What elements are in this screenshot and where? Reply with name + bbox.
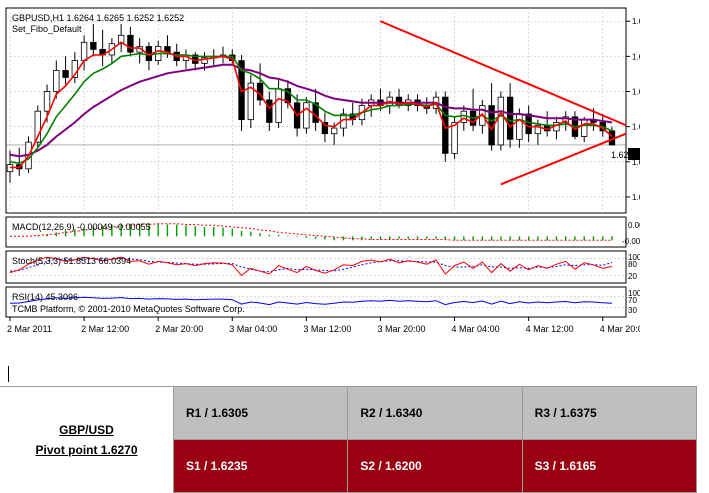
time-tick-label: 4 Mar 04:00: [452, 324, 500, 334]
stoch-label: Stoch(5,3,3) 51.8513 66.0394: [12, 256, 131, 266]
candle-body: [330, 127, 338, 135]
candle-body: [90, 41, 97, 50]
macd-tick-bottom: -0.00106: [622, 237, 640, 246]
candle-body: [516, 113, 523, 140]
stoch-tick-20: 20: [628, 272, 637, 281]
support-1: S1 / 1.6235: [172, 439, 349, 493]
moving-averages: [9, 41, 613, 169]
candle-body: [62, 70, 69, 78]
price-tick-label: 1.6240: [632, 158, 640, 167]
candle-body: [53, 70, 60, 92]
price-tick-label: 1.6290: [632, 88, 640, 97]
resistance-3: R3 / 1.6375: [521, 386, 698, 440]
macd-signal-line: [10, 223, 612, 241]
candle-body: [43, 91, 51, 112]
rsi-tick-100: 100: [628, 289, 640, 298]
current-price-label: 1.6252: [611, 150, 639, 160]
support-2: S2 / 1.6200: [347, 439, 523, 493]
price-axis: 1.6340 1.6315 1.6290 1.6265 1.6240 1.6215: [626, 17, 640, 202]
price-tick-label: 1.6215: [632, 193, 640, 202]
macd-tick-top: 0.002: [628, 221, 640, 230]
macd-label: MACD(12,26,9) -0.00049 -0.00055: [12, 222, 151, 232]
time-tick-label: 2 Mar 2011: [7, 324, 52, 334]
chart-svg: 1.6340 1.6315 1.6290 1.6265 1.6240 1.6215 GBP…: [5, 7, 640, 334]
time-tick-label: 3 Mar 04:00: [229, 324, 277, 334]
time-tick-label: 4 Mar 20:00: [600, 324, 640, 334]
time-axis: 2 Mar 2011 2 Mar 12:00 2 Mar 20:00 3 Mar 04…: [7, 317, 640, 334]
rsi-tick-30: 30: [628, 306, 637, 315]
macd-series: [10, 223, 613, 241]
pair-cell: GBP/USD Pivot point 1.6270: [0, 386, 174, 493]
footer-label: TCMB Platform, © 2001-2010 MetaQuotes So…: [12, 304, 245, 314]
time-tick-label: 2 Mar 12:00: [81, 324, 129, 334]
upper-trendline: [380, 20, 627, 127]
indicator-label: Set_Fibo_Default: [12, 24, 82, 34]
candles: [6, 24, 616, 183]
ema-fast-line: [10, 41, 613, 169]
stoch-d-line: [9, 258, 613, 273]
time-tick-label: 3 Mar 12:00: [303, 324, 351, 334]
candle-body: [266, 99, 273, 123]
price-tick-label: 1.6340: [632, 17, 640, 26]
trendlines: [380, 20, 627, 186]
pivot-point-label: Pivot point 1.6270: [35, 442, 138, 457]
lower-trendline: [500, 132, 627, 186]
candle-body: [442, 96, 449, 154]
pair-label: GBP/USD: [59, 422, 114, 437]
text-cursor: [8, 366, 9, 382]
time-tick-label: 3 Mar 20:00: [377, 324, 425, 334]
candle-body: [34, 110, 41, 143]
candle-body: [247, 82, 254, 121]
candle-body: [117, 34, 125, 45]
stoch-panel-frame: [5, 250, 627, 284]
candle-body: [80, 41, 88, 62]
rsi-line: [9, 296, 613, 306]
time-tick-label: 2 Mar 20:00: [155, 324, 203, 334]
stoch-k-line: [9, 256, 613, 277]
rsi-label: RSI(14) 45.3096: [12, 292, 78, 302]
price-tick-label: 1.6265: [632, 123, 640, 132]
resistance-1: R1 / 1.6305: [172, 386, 349, 440]
time-tick-label: 4 Mar 12:00: [526, 324, 574, 334]
resistance-2: R2 / 1.6340: [347, 386, 523, 440]
rsi-series: [6, 296, 626, 308]
candle-body: [451, 122, 458, 154]
stoch-tick-100: 100: [628, 253, 640, 262]
candle-body: [506, 96, 514, 140]
candle-body: [303, 102, 310, 129]
candle-body: [497, 96, 505, 146]
support-row: S1 / 1.6235 S2 / 1.6200 S3 / 1.6165: [0, 439, 698, 493]
support-3: S3 / 1.6165: [521, 439, 698, 493]
candle-body: [534, 124, 542, 135]
candle-body: [581, 119, 588, 137]
current-price-box: [628, 148, 640, 160]
chart-title: GBPUSD,H1 1.6264 1.6265 1.6252 1.6252: [12, 13, 184, 23]
candle-body: [275, 88, 282, 123]
stochastic-series: [6, 256, 626, 277]
candle-body: [127, 34, 134, 53]
price-tick-label: 1.6315: [632, 52, 640, 61]
macd-panel-frame: [5, 216, 627, 248]
candle-body: [321, 122, 329, 135]
candle-body: [201, 57, 208, 64]
stoch-tick-80: 80: [628, 260, 637, 269]
rsi-tick-70: 70: [628, 296, 637, 305]
pivot-table: GBP/USD Pivot point 1.6270 R1 / 1.6305 R…: [0, 386, 698, 493]
ema-slow-line: [9, 63, 613, 158]
ema-mid-line: [9, 52, 613, 165]
candle-body: [562, 116, 569, 123]
candle-body: [525, 113, 532, 135]
price-chart: 1.6340 1.6315 1.6290 1.6265 1.6240 1.6215 GBP…: [5, 7, 640, 334]
resistance-row: GBP/USD Pivot point 1.6270 R1 / 1.6305 R…: [0, 386, 698, 493]
